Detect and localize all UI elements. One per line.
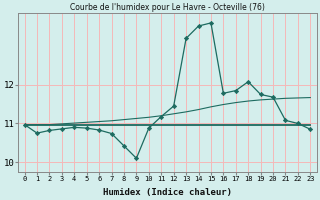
Title: Courbe de l'humidex pour Le Havre - Octeville (76): Courbe de l'humidex pour Le Havre - Octe… xyxy=(70,3,265,12)
X-axis label: Humidex (Indice chaleur): Humidex (Indice chaleur) xyxy=(103,188,232,197)
